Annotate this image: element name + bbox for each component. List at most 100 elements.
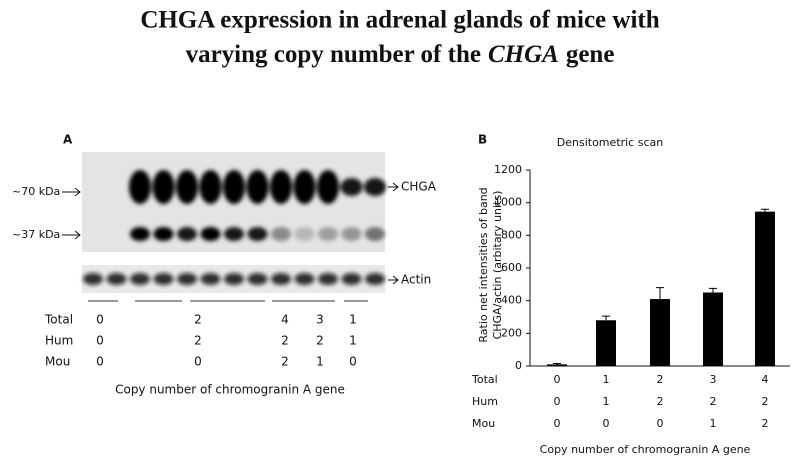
band <box>130 227 150 241</box>
y-tick-label: 800 <box>501 228 522 241</box>
row-value: 2 <box>194 334 202 348</box>
title-line: varying copy number of the CHGA gene <box>186 41 615 68</box>
y-tick-label: 400 <box>501 294 522 307</box>
x-row-label: Mou <box>472 417 495 430</box>
band <box>318 227 338 241</box>
error-bar <box>656 287 664 300</box>
row-value: 0 <box>194 355 202 369</box>
marker-label: ~70 kDa <box>12 185 60 198</box>
marker-label: ~37 kDa <box>12 228 60 241</box>
x-tick-label: 4 <box>762 373 769 386</box>
title-part: CHGA <box>488 41 559 68</box>
row-value: 0 <box>96 334 104 348</box>
band <box>224 227 244 241</box>
title-part: varying copy number of the <box>186 41 481 68</box>
band <box>223 170 245 204</box>
band <box>271 273 291 285</box>
band-label: CHGA <box>401 180 437 194</box>
band <box>224 273 244 285</box>
band <box>200 273 221 285</box>
row-value: 1 <box>349 313 357 327</box>
bar <box>596 320 616 366</box>
x-tick-label: 2 <box>657 373 664 386</box>
row-value: 3 <box>316 313 324 327</box>
chart-title: Densitometric scan <box>557 136 663 149</box>
caption: Copy number of chromogranin A gene <box>115 383 345 397</box>
band <box>365 227 385 241</box>
x-tick-label: 0 <box>657 417 664 430</box>
band <box>199 170 222 204</box>
band <box>270 170 292 204</box>
x-tick-label: 0 <box>554 373 561 386</box>
x-tick-label: 0 <box>554 417 561 430</box>
band <box>177 273 197 285</box>
x-row-label: Hum <box>472 395 498 408</box>
title-part: gene <box>566 41 615 68</box>
x-axis-label: Copy number of chromogranin A gene <box>540 443 751 456</box>
x-tick-label: 2 <box>762 417 769 430</box>
band <box>83 273 103 285</box>
bar <box>650 299 670 366</box>
y-axis-label: CHGA/actin (arbitary units) <box>491 191 504 340</box>
band <box>106 273 127 285</box>
row-value: 2 <box>281 355 289 369</box>
y-tick-label: 0 <box>515 359 522 372</box>
x-tick-label: 3 <box>710 373 717 386</box>
x-tick-label: 0 <box>554 395 561 408</box>
band <box>341 273 362 285</box>
error-bar <box>602 315 610 321</box>
x-tick-label: 1 <box>710 417 717 430</box>
x-tick-label: 2 <box>710 395 717 408</box>
band <box>271 227 291 241</box>
arrow <box>62 187 81 240</box>
band <box>340 178 363 196</box>
row-label: Hum <box>45 334 73 348</box>
y-tick-label: 1200 <box>494 163 522 176</box>
band <box>129 170 151 204</box>
band <box>130 273 150 285</box>
row-value: 2 <box>316 334 324 348</box>
band <box>177 227 197 241</box>
row-value: 1 <box>316 355 324 369</box>
band <box>153 227 174 241</box>
panel-label: A <box>63 133 73 147</box>
x-tick-label: 1 <box>603 373 610 386</box>
band <box>152 170 175 204</box>
bar <box>703 292 723 366</box>
band <box>247 227 268 241</box>
row-value: 0 <box>349 355 357 369</box>
error-bar <box>709 287 717 293</box>
x-tick-label: 0 <box>603 417 610 430</box>
band-label: Actin <box>401 273 431 287</box>
row-value: 0 <box>96 313 104 327</box>
arrow <box>388 182 399 285</box>
band <box>246 170 269 204</box>
row-value: 2 <box>281 334 289 348</box>
bar <box>755 211 775 366</box>
x-tick-label: 2 <box>657 395 664 408</box>
x-row-label: Total <box>471 373 498 386</box>
row-value: 2 <box>194 313 202 327</box>
row-value: 1 <box>349 334 357 348</box>
band <box>153 273 174 285</box>
band <box>293 170 316 204</box>
band <box>341 227 362 241</box>
band <box>294 273 315 285</box>
band <box>247 273 268 285</box>
x-tick-label: 1 <box>603 395 610 408</box>
row-value: 4 <box>281 313 289 327</box>
bar <box>547 364 567 366</box>
band <box>364 178 386 196</box>
row-label: Mou <box>45 355 70 369</box>
band <box>294 227 315 241</box>
band <box>365 273 385 285</box>
y-axis-label: Ratio net intensities of band <box>477 187 490 342</box>
row-label: Total <box>44 313 73 327</box>
panel-label: B <box>478 133 487 147</box>
x-tick-label: 2 <box>762 395 769 408</box>
band <box>200 227 221 241</box>
y-tick-label: 600 <box>501 261 522 274</box>
blot-bands <box>83 170 386 285</box>
error-bar <box>761 208 769 212</box>
